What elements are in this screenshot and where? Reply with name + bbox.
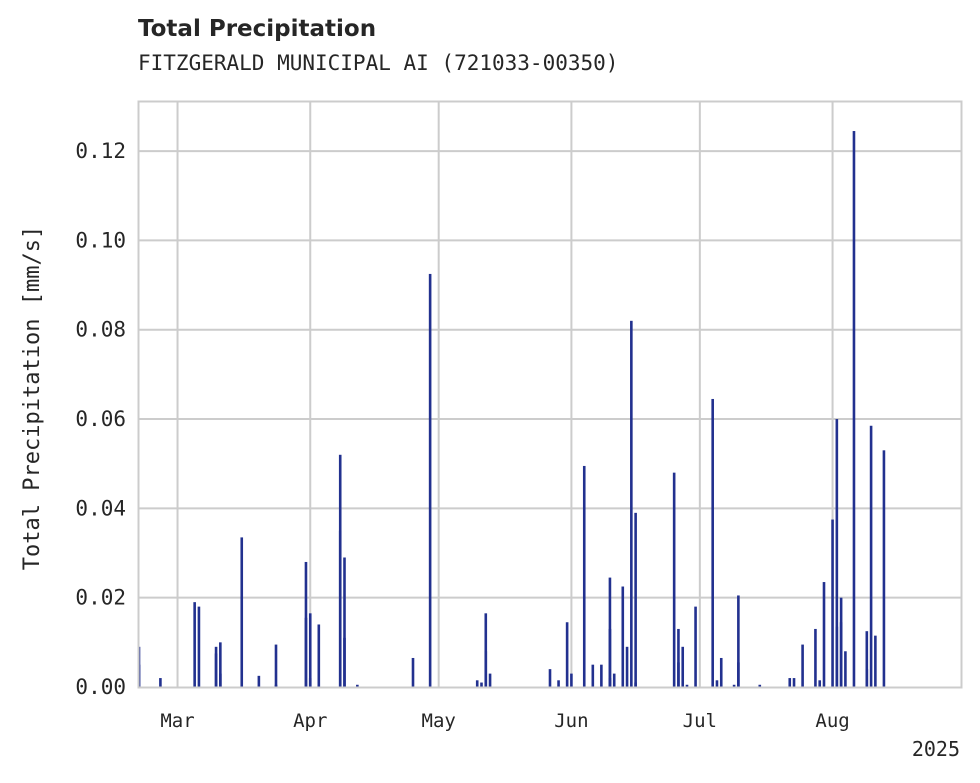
precipitation-bar — [343, 637, 346, 687]
precipitation-bar — [814, 628, 817, 687]
precipitation-bar — [882, 450, 886, 687]
precipitation-bar — [565, 622, 569, 687]
precipitation-bar — [715, 680, 719, 687]
precipitation-bar — [677, 662, 680, 687]
precipitation-bar — [356, 684, 359, 687]
y-tick-label: 0.00 — [75, 675, 126, 699]
precipitation-bar — [219, 673, 222, 687]
precipitation-bar — [591, 664, 595, 687]
precipitation-bar — [548, 669, 552, 687]
precipitation-bar — [159, 678, 162, 687]
precipitation-bar — [792, 678, 796, 687]
precipitation-bar — [274, 644, 278, 687]
precipitation-bar — [475, 680, 479, 687]
chart-subtitle: FITZGERALD MUNICIPAL AI (721033-00350) — [138, 51, 619, 75]
precipitation-bar — [219, 642, 222, 687]
precipitation-bar — [480, 682, 483, 687]
precipitation-bar — [818, 680, 822, 687]
precipitation-bar — [484, 651, 488, 687]
grid-lines — [139, 102, 961, 687]
x-offset-label: 2025 — [912, 737, 960, 761]
precipitation-bar — [488, 673, 492, 687]
precipitation-bar — [835, 419, 839, 687]
plot-frame — [137, 100, 963, 689]
y-tick-labels: 0.00 0.02 0.04 0.06 0.08 0.10 0.12 — [75, 139, 126, 699]
precipitation-bar — [317, 624, 321, 687]
precipitation-bar — [582, 465, 586, 687]
precipitation-bar — [428, 273, 432, 687]
precipitation-bar — [844, 651, 847, 687]
precipitation-bar — [193, 602, 196, 687]
chart-title: Total Precipitation — [138, 16, 377, 42]
precipitation-bar — [274, 684, 278, 687]
precipitation-bar — [865, 669, 869, 687]
y-tick-label: 0.10 — [75, 228, 126, 252]
precipitation-bar — [634, 512, 637, 687]
precipitation-bar — [625, 646, 629, 687]
precipitation-bar — [788, 678, 792, 687]
precipitation-bar — [484, 613, 488, 687]
precipitation-bar — [621, 586, 625, 687]
precipitation-bar — [240, 537, 244, 687]
precipitation-bar — [869, 425, 873, 687]
precipitation-bar — [557, 680, 560, 687]
precipitation-bar — [677, 628, 680, 687]
precipitation-bar — [839, 622, 843, 687]
x-tick-label: Mar — [160, 710, 194, 732]
precipitation-bar — [852, 131, 856, 687]
precipitation-bar — [681, 646, 685, 687]
precipitation-bar — [732, 684, 736, 687]
precipitation-bar — [308, 613, 312, 687]
precipitation-bar — [822, 582, 826, 687]
y-tick-label: 0.02 — [75, 586, 126, 610]
precipitation-bar — [801, 644, 804, 687]
x-tick-label: Aug — [815, 710, 849, 732]
y-tick-label: 0.06 — [75, 407, 126, 431]
y-tick-label: 0.08 — [75, 318, 126, 342]
precipitation-bar — [672, 472, 676, 687]
bars — [137, 131, 886, 687]
precipitation-bar — [343, 557, 346, 687]
precipitation-bar — [608, 577, 612, 687]
precipitation-bar — [737, 595, 740, 687]
precipitation-bar — [612, 673, 616, 687]
x-tick-label: Jun — [554, 710, 588, 732]
x-tick-labels: Mar Apr May Jun Jul Aug — [160, 710, 849, 732]
x-tick-label: Jul — [683, 710, 717, 732]
x-tick-label: Apr — [293, 710, 327, 732]
precipitation-bar — [694, 606, 697, 687]
precipitation-bar — [304, 617, 308, 687]
y-tick-label: 0.12 — [75, 139, 126, 163]
precipitation-bar — [338, 530, 342, 687]
precipitation-bar — [570, 673, 573, 687]
precipitation-bar — [865, 631, 869, 687]
precipitation-bar — [197, 606, 201, 687]
precipitation-bar — [600, 664, 603, 687]
y-axis-label: Total Precipitation [mm/s] — [20, 226, 45, 570]
x-tick-label: May — [422, 710, 456, 732]
precipitation-bar — [685, 684, 689, 687]
precipitation-bar — [874, 635, 877, 687]
precipitation-bar — [719, 657, 723, 687]
precipitation-bar — [835, 626, 839, 687]
precipitation-bar — [711, 398, 714, 687]
precipitation-bar — [214, 646, 218, 687]
y-tick-label: 0.04 — [75, 496, 126, 520]
precipitation-bar — [831, 519, 834, 687]
precipitation-bar — [758, 684, 762, 687]
precipitation-bar — [630, 320, 633, 687]
precipitation-bar — [634, 682, 637, 687]
precipitation-bar — [411, 657, 415, 687]
precipitation-bar — [257, 675, 261, 687]
